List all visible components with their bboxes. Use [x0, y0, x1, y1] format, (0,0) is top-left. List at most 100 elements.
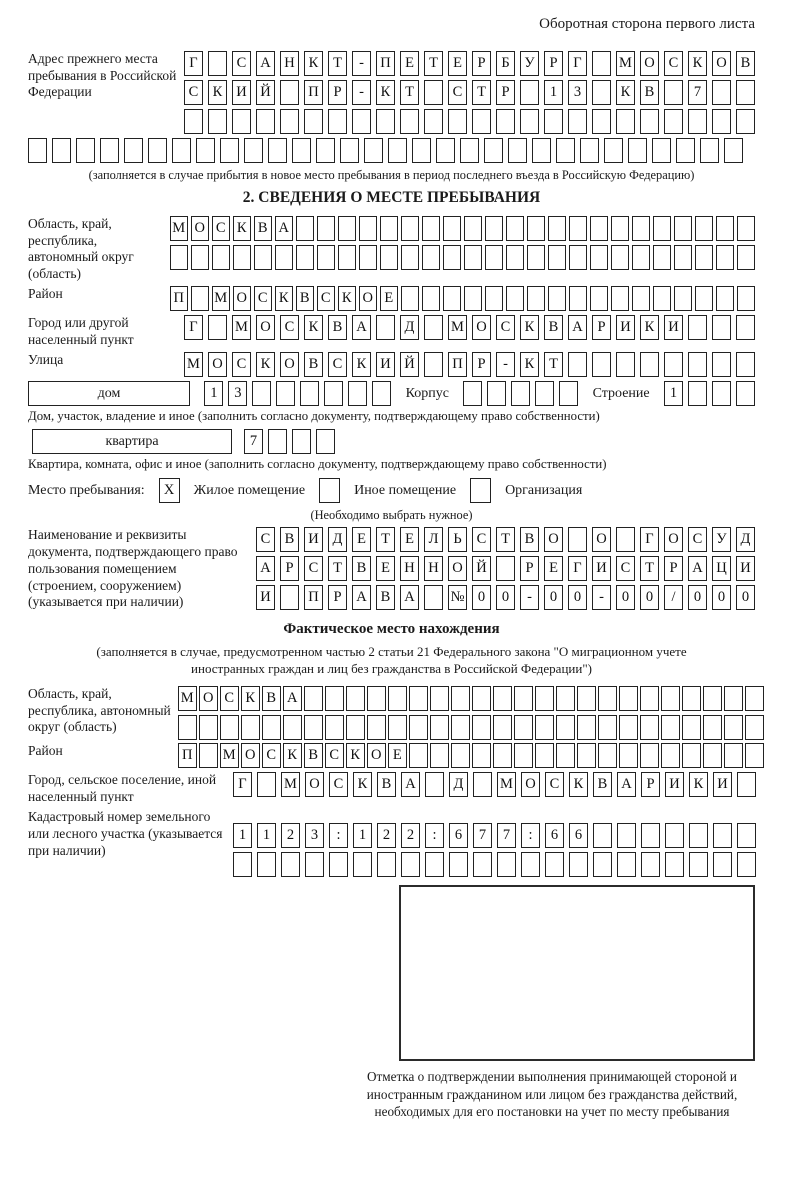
char-cell[interactable] [367, 685, 386, 711]
char-cell[interactable] [703, 742, 722, 768]
char-cell[interactable] [526, 245, 545, 270]
char-cell[interactable] [448, 109, 467, 134]
char-cell[interactable] [76, 138, 95, 163]
char-cell[interactable]: В [377, 771, 396, 797]
char-cell[interactable] [268, 429, 287, 455]
char-cell[interactable] [715, 245, 734, 270]
char-cell[interactable] [715, 216, 734, 241]
char-cell[interactable]: М [169, 216, 188, 241]
char-cell[interactable] [736, 109, 755, 134]
char-cell[interactable] [577, 685, 596, 711]
char-cell[interactable]: Р [472, 352, 491, 378]
char-cell[interactable] [473, 771, 492, 797]
char-cell[interactable]: - [352, 80, 371, 105]
char-cell[interactable] [737, 852, 756, 878]
char-cell[interactable]: Р [328, 80, 347, 105]
char-cell[interactable]: М [616, 51, 635, 76]
char-cell[interactable] [304, 109, 323, 134]
char-cell[interactable]: О [448, 556, 467, 582]
char-cell[interactable] [470, 478, 492, 504]
char-cell[interactable]: В [593, 771, 612, 797]
char-cell[interactable] [493, 742, 512, 768]
char-cell[interactable] [262, 714, 281, 740]
char-cell[interactable]: : [425, 823, 444, 849]
char-cell[interactable]: К [337, 285, 356, 311]
char-cell[interactable] [724, 714, 743, 740]
char-cell[interactable]: В [520, 527, 539, 553]
char-cell[interactable]: О [640, 51, 659, 76]
char-cell[interactable] [241, 714, 260, 740]
char-cell[interactable] [568, 109, 587, 134]
char-cell[interactable] [520, 80, 539, 105]
char-cell[interactable]: А [256, 556, 275, 582]
char-cell[interactable] [281, 852, 300, 878]
char-cell[interactable] [688, 314, 707, 340]
char-cell[interactable]: К [304, 314, 323, 340]
char-cell[interactable] [631, 285, 650, 311]
char-cell[interactable] [640, 714, 659, 740]
char-cell[interactable] [424, 109, 443, 134]
char-cell[interactable] [689, 823, 708, 849]
char-cell[interactable]: П [448, 352, 467, 378]
char-cell[interactable] [604, 138, 623, 163]
char-cell[interactable] [640, 109, 659, 134]
char-cell[interactable] [472, 109, 491, 134]
char-cell[interactable] [715, 285, 734, 311]
char-cell[interactable]: М [448, 314, 467, 340]
char-cell[interactable]: А [688, 556, 707, 582]
char-cell[interactable]: Р [280, 556, 299, 582]
char-cell[interactable] [493, 685, 512, 711]
char-cell[interactable]: К [520, 352, 539, 378]
char-cell[interactable]: К [283, 742, 302, 768]
char-cell[interactable] [348, 381, 368, 407]
char-cell[interactable]: Г [233, 771, 252, 797]
char-cell[interactable] [52, 138, 71, 163]
char-cell[interactable] [619, 685, 638, 711]
char-cell[interactable]: А [274, 216, 293, 241]
char-cell[interactable]: К [569, 771, 588, 797]
char-cell[interactable] [664, 80, 683, 105]
char-cell[interactable] [276, 381, 296, 407]
char-cell[interactable]: А [283, 685, 302, 711]
char-cell[interactable] [556, 685, 575, 711]
char-cell[interactable] [424, 314, 443, 340]
char-cell[interactable] [589, 245, 608, 270]
char-cell[interactable] [556, 138, 575, 163]
char-cell[interactable]: К [241, 685, 260, 711]
char-cell[interactable]: Е [400, 51, 419, 76]
char-cell[interactable] [449, 852, 468, 878]
char-cell[interactable] [304, 685, 323, 711]
char-cell[interactable]: Н [280, 51, 299, 76]
char-cell[interactable]: В [295, 285, 314, 311]
char-cell[interactable]: С [496, 314, 515, 340]
char-cell[interactable]: О [472, 314, 491, 340]
char-cell[interactable]: 3 [305, 823, 324, 849]
char-cell[interactable] [252, 381, 272, 407]
char-cell[interactable]: М [178, 685, 197, 711]
char-cell[interactable] [689, 852, 708, 878]
char-cell[interactable] [640, 352, 659, 378]
char-cell[interactable] [712, 109, 731, 134]
char-cell[interactable]: Л [424, 527, 443, 553]
char-cell[interactable] [526, 216, 545, 241]
char-cell[interactable]: А [568, 314, 587, 340]
char-cell[interactable]: / [664, 585, 683, 611]
char-cell[interactable]: О [199, 685, 218, 711]
char-cell[interactable] [487, 381, 507, 407]
char-cell[interactable] [358, 216, 377, 241]
char-cell[interactable] [316, 429, 335, 455]
char-cell[interactable] [190, 245, 209, 270]
char-cell[interactable] [292, 429, 311, 455]
char-cell[interactable]: К [346, 742, 365, 768]
char-cell[interactable]: С [253, 285, 272, 311]
char-cell[interactable] [337, 245, 356, 270]
char-cell[interactable] [208, 51, 227, 76]
char-cell[interactable] [124, 138, 143, 163]
char-cell[interactable]: С [448, 80, 467, 105]
char-cell[interactable]: С [280, 314, 299, 340]
char-cell[interactable] [535, 714, 554, 740]
char-cell[interactable]: Г [568, 556, 587, 582]
char-cell[interactable] [172, 138, 191, 163]
char-cell[interactable] [589, 285, 608, 311]
char-cell[interactable] [616, 109, 635, 134]
